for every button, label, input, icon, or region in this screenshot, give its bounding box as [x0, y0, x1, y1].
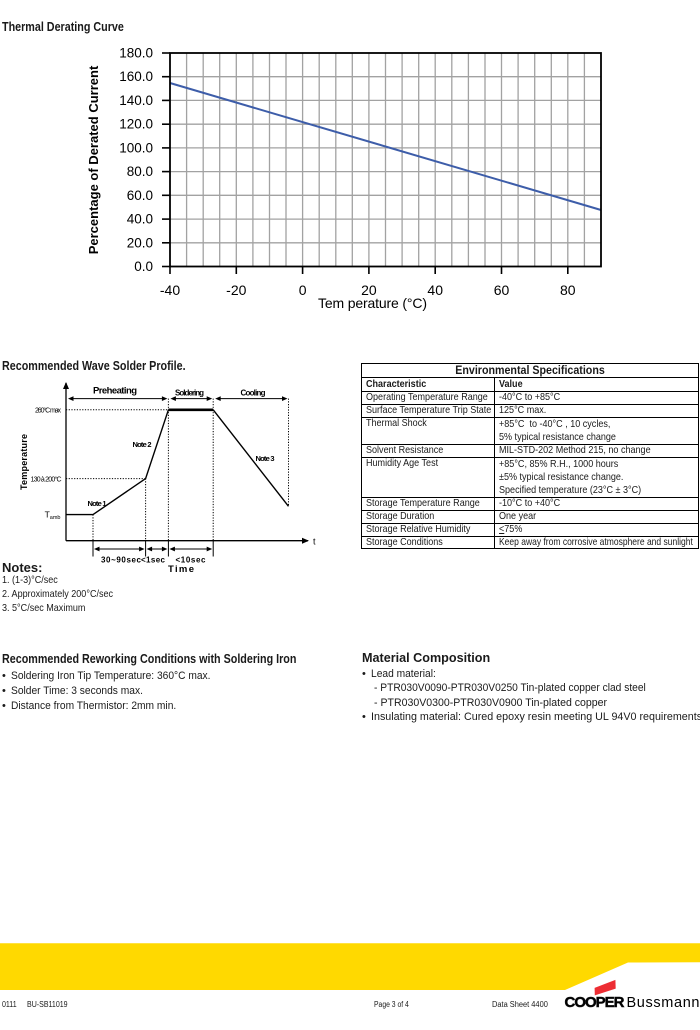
svg-text:Note 2: Note 2 [133, 440, 152, 449]
svg-text:20.0: 20.0 [127, 235, 153, 250]
svg-text:Percentage of Derated Current: Percentage of Derated Current [86, 65, 101, 254]
svg-text:130 à 200°C: 130 à 200°C [31, 476, 62, 484]
svg-text:260°C max: 260°C max [35, 407, 62, 415]
svg-text:t: t [313, 537, 316, 547]
svg-text:100.0: 100.0 [119, 140, 153, 155]
svg-text:60: 60 [494, 282, 510, 298]
svg-text:Note 1: Note 1 [88, 499, 107, 508]
svg-text:0: 0 [299, 282, 307, 298]
svg-text:Note 3: Note 3 [256, 454, 275, 463]
svg-text:COOPER: COOPER [565, 994, 625, 1011]
svg-text:80.0: 80.0 [127, 164, 153, 179]
svg-text:-20: -20 [226, 282, 246, 298]
svg-text:0.0: 0.0 [134, 259, 153, 274]
svg-text:Tem perature (°C): Tem perature (°C) [318, 295, 427, 311]
svg-text:Temperature: Temperature [19, 434, 29, 490]
svg-text:160.0: 160.0 [119, 69, 153, 84]
svg-text:40: 40 [427, 282, 443, 298]
svg-text:40.0: 40.0 [127, 212, 153, 227]
svg-text:20: 20 [361, 282, 377, 298]
svg-text:60.0: 60.0 [127, 188, 153, 203]
svg-text:Soldering: Soldering [175, 389, 204, 398]
svg-text:Bussmann: Bussmann [627, 995, 700, 1011]
svg-text:80: 80 [560, 282, 576, 298]
svg-text:30~90sec: 30~90sec [101, 556, 142, 565]
svg-text:140.0: 140.0 [119, 93, 153, 108]
svg-text:180.0: 180.0 [119, 46, 153, 61]
svg-text:120.0: 120.0 [119, 117, 153, 132]
svg-text:Tamb: Tamb [45, 510, 61, 522]
svg-text:-40: -40 [160, 282, 180, 298]
svg-text:Time: Time [168, 564, 194, 575]
svg-text:<1sec: <1sec [141, 556, 166, 565]
svg-text:<10sec: <10sec [176, 556, 207, 565]
svg-text:Preheating: Preheating [93, 386, 137, 397]
svg-text:Cooling: Cooling [241, 389, 266, 398]
